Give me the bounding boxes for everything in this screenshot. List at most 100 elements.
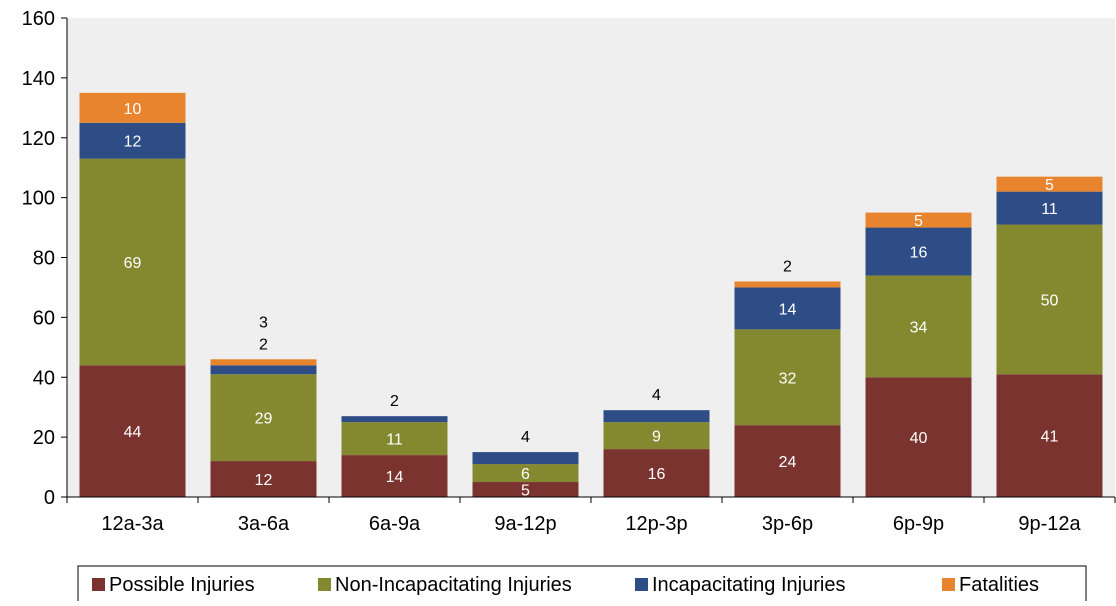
- bars: 4469121012293214112564169424321424034165…: [79, 92, 1103, 500]
- data-label: 9: [652, 429, 661, 446]
- bar-stack: 12 29 3 2: [210, 314, 317, 497]
- data-label: 12: [124, 134, 142, 151]
- bar-segment: [341, 416, 448, 423]
- x-axis: 12a-3a 3a-6a 6a-9a 9a-12p 12p-3p 3p-6p 6p-9p 9p…: [66, 496, 1116, 535]
- legend-swatch: [318, 578, 331, 591]
- x-tick-label: 12a-3a: [101, 513, 164, 535]
- y-tick-label: 40: [33, 367, 55, 389]
- x-tick-label: 9a-12p: [494, 513, 556, 535]
- bar-segment: [996, 191, 1103, 225]
- legend-item: Possible Injuries: [92, 574, 255, 596]
- bar-segment: [341, 422, 448, 456]
- bar-stack: 14 11 2: [341, 393, 448, 497]
- legend-label: Non-Incapacitating Injuries: [335, 574, 572, 596]
- bar-segment: [472, 482, 579, 497]
- data-label: 5: [914, 213, 923, 230]
- bar-segment: [865, 377, 972, 497]
- legend-label: Incapacitating Injuries: [652, 574, 845, 596]
- y-tick-label: 20: [33, 427, 55, 449]
- bar-segment: [472, 464, 579, 483]
- data-label: 24: [779, 454, 797, 471]
- y-tick-label: 140: [22, 68, 55, 90]
- bar-segment: [79, 158, 186, 366]
- data-label: 14: [779, 301, 797, 318]
- y-tick-label: 80: [33, 248, 55, 270]
- bar-stack: 41 50 11 5: [996, 176, 1103, 497]
- x-tick-label: 3a-6a: [238, 513, 290, 535]
- data-label: 41: [1041, 429, 1059, 446]
- bar-segment: [734, 287, 841, 330]
- x-tick-label: 3p-6p: [762, 513, 813, 535]
- legend-item: Fatalities: [942, 574, 1039, 596]
- data-label: 2: [783, 258, 792, 275]
- bar-segment: [603, 410, 710, 423]
- data-label: 2: [390, 393, 399, 410]
- data-label: 34: [910, 319, 928, 336]
- bar-segment: [996, 176, 1103, 192]
- bar-segment: [603, 449, 710, 497]
- bar-segment: [603, 422, 710, 450]
- data-label: 11: [386, 432, 403, 449]
- bar-segment: [79, 92, 186, 123]
- bar-segment: [210, 359, 317, 366]
- bar-segment: [865, 227, 972, 276]
- legend-swatch: [942, 578, 955, 591]
- data-label: 44: [124, 424, 142, 441]
- legend-item: Non-Incapacitating Injuries: [318, 574, 572, 596]
- data-label: 14: [386, 469, 404, 486]
- x-tick-label: 6a-9a: [369, 513, 421, 535]
- y-tick-label: 100: [22, 188, 55, 210]
- bar-segment: [734, 425, 841, 497]
- bar-segment: [865, 212, 972, 228]
- data-label: 40: [910, 430, 928, 447]
- legend-label: Fatalities: [959, 574, 1039, 596]
- x-tick-label: 12p-3p: [625, 513, 687, 535]
- data-label: 69: [124, 255, 142, 272]
- y-axis: 0 20 40 60 80 100 120 140 160: [22, 8, 68, 509]
- data-label: 3: [259, 314, 268, 331]
- data-label: 11: [1041, 201, 1058, 218]
- data-label: 4: [521, 429, 530, 446]
- bar-segment: [210, 461, 317, 497]
- bar-segment: [210, 374, 317, 462]
- bar-segment: [341, 455, 448, 497]
- data-label: 10: [124, 101, 142, 118]
- x-tick-label: 9p-12a: [1018, 513, 1081, 535]
- bar-segment: [210, 365, 317, 375]
- bar-segment: [472, 452, 579, 465]
- data-label: 16: [648, 466, 666, 483]
- data-label: 2: [259, 336, 268, 353]
- bar-segment: [79, 365, 186, 497]
- legend-label: Possible Injuries: [109, 574, 255, 596]
- data-label: 4: [652, 387, 661, 404]
- legend-box: [77, 565, 1087, 604]
- legend-item: Incapacitating Injuries: [635, 574, 845, 596]
- y-tick-label: 120: [22, 128, 55, 150]
- bar-segment: [996, 374, 1103, 497]
- bar-stack: 40 34 16 5: [865, 212, 972, 497]
- data-label: 12: [255, 472, 273, 489]
- bar-segment: [996, 224, 1103, 375]
- bar-segment: [865, 275, 972, 378]
- legend-swatch: [92, 578, 105, 591]
- data-label: 5: [521, 483, 530, 500]
- bar-segment: [734, 281, 841, 288]
- bar-stack: 56 4: [472, 429, 579, 500]
- data-label: 6: [521, 466, 530, 483]
- bar-stack: 24 32 14 2: [734, 258, 841, 497]
- legend-swatch: [635, 578, 648, 591]
- bar-segment: [734, 329, 841, 426]
- data-label: 5: [1045, 177, 1054, 194]
- x-tick-label: 6p-9p: [893, 513, 944, 535]
- data-label: 29: [255, 411, 273, 428]
- legend: Possible Injuries Non-Incapacitating Inju…: [77, 565, 1087, 604]
- data-label: 16: [910, 245, 928, 262]
- y-tick-label: 0: [44, 487, 55, 509]
- y-tick-label: 160: [22, 8, 55, 30]
- bar-segment: [79, 122, 186, 159]
- bar-stack: 44 69 12 10: [79, 92, 186, 497]
- y-tick-label: 60: [33, 307, 55, 329]
